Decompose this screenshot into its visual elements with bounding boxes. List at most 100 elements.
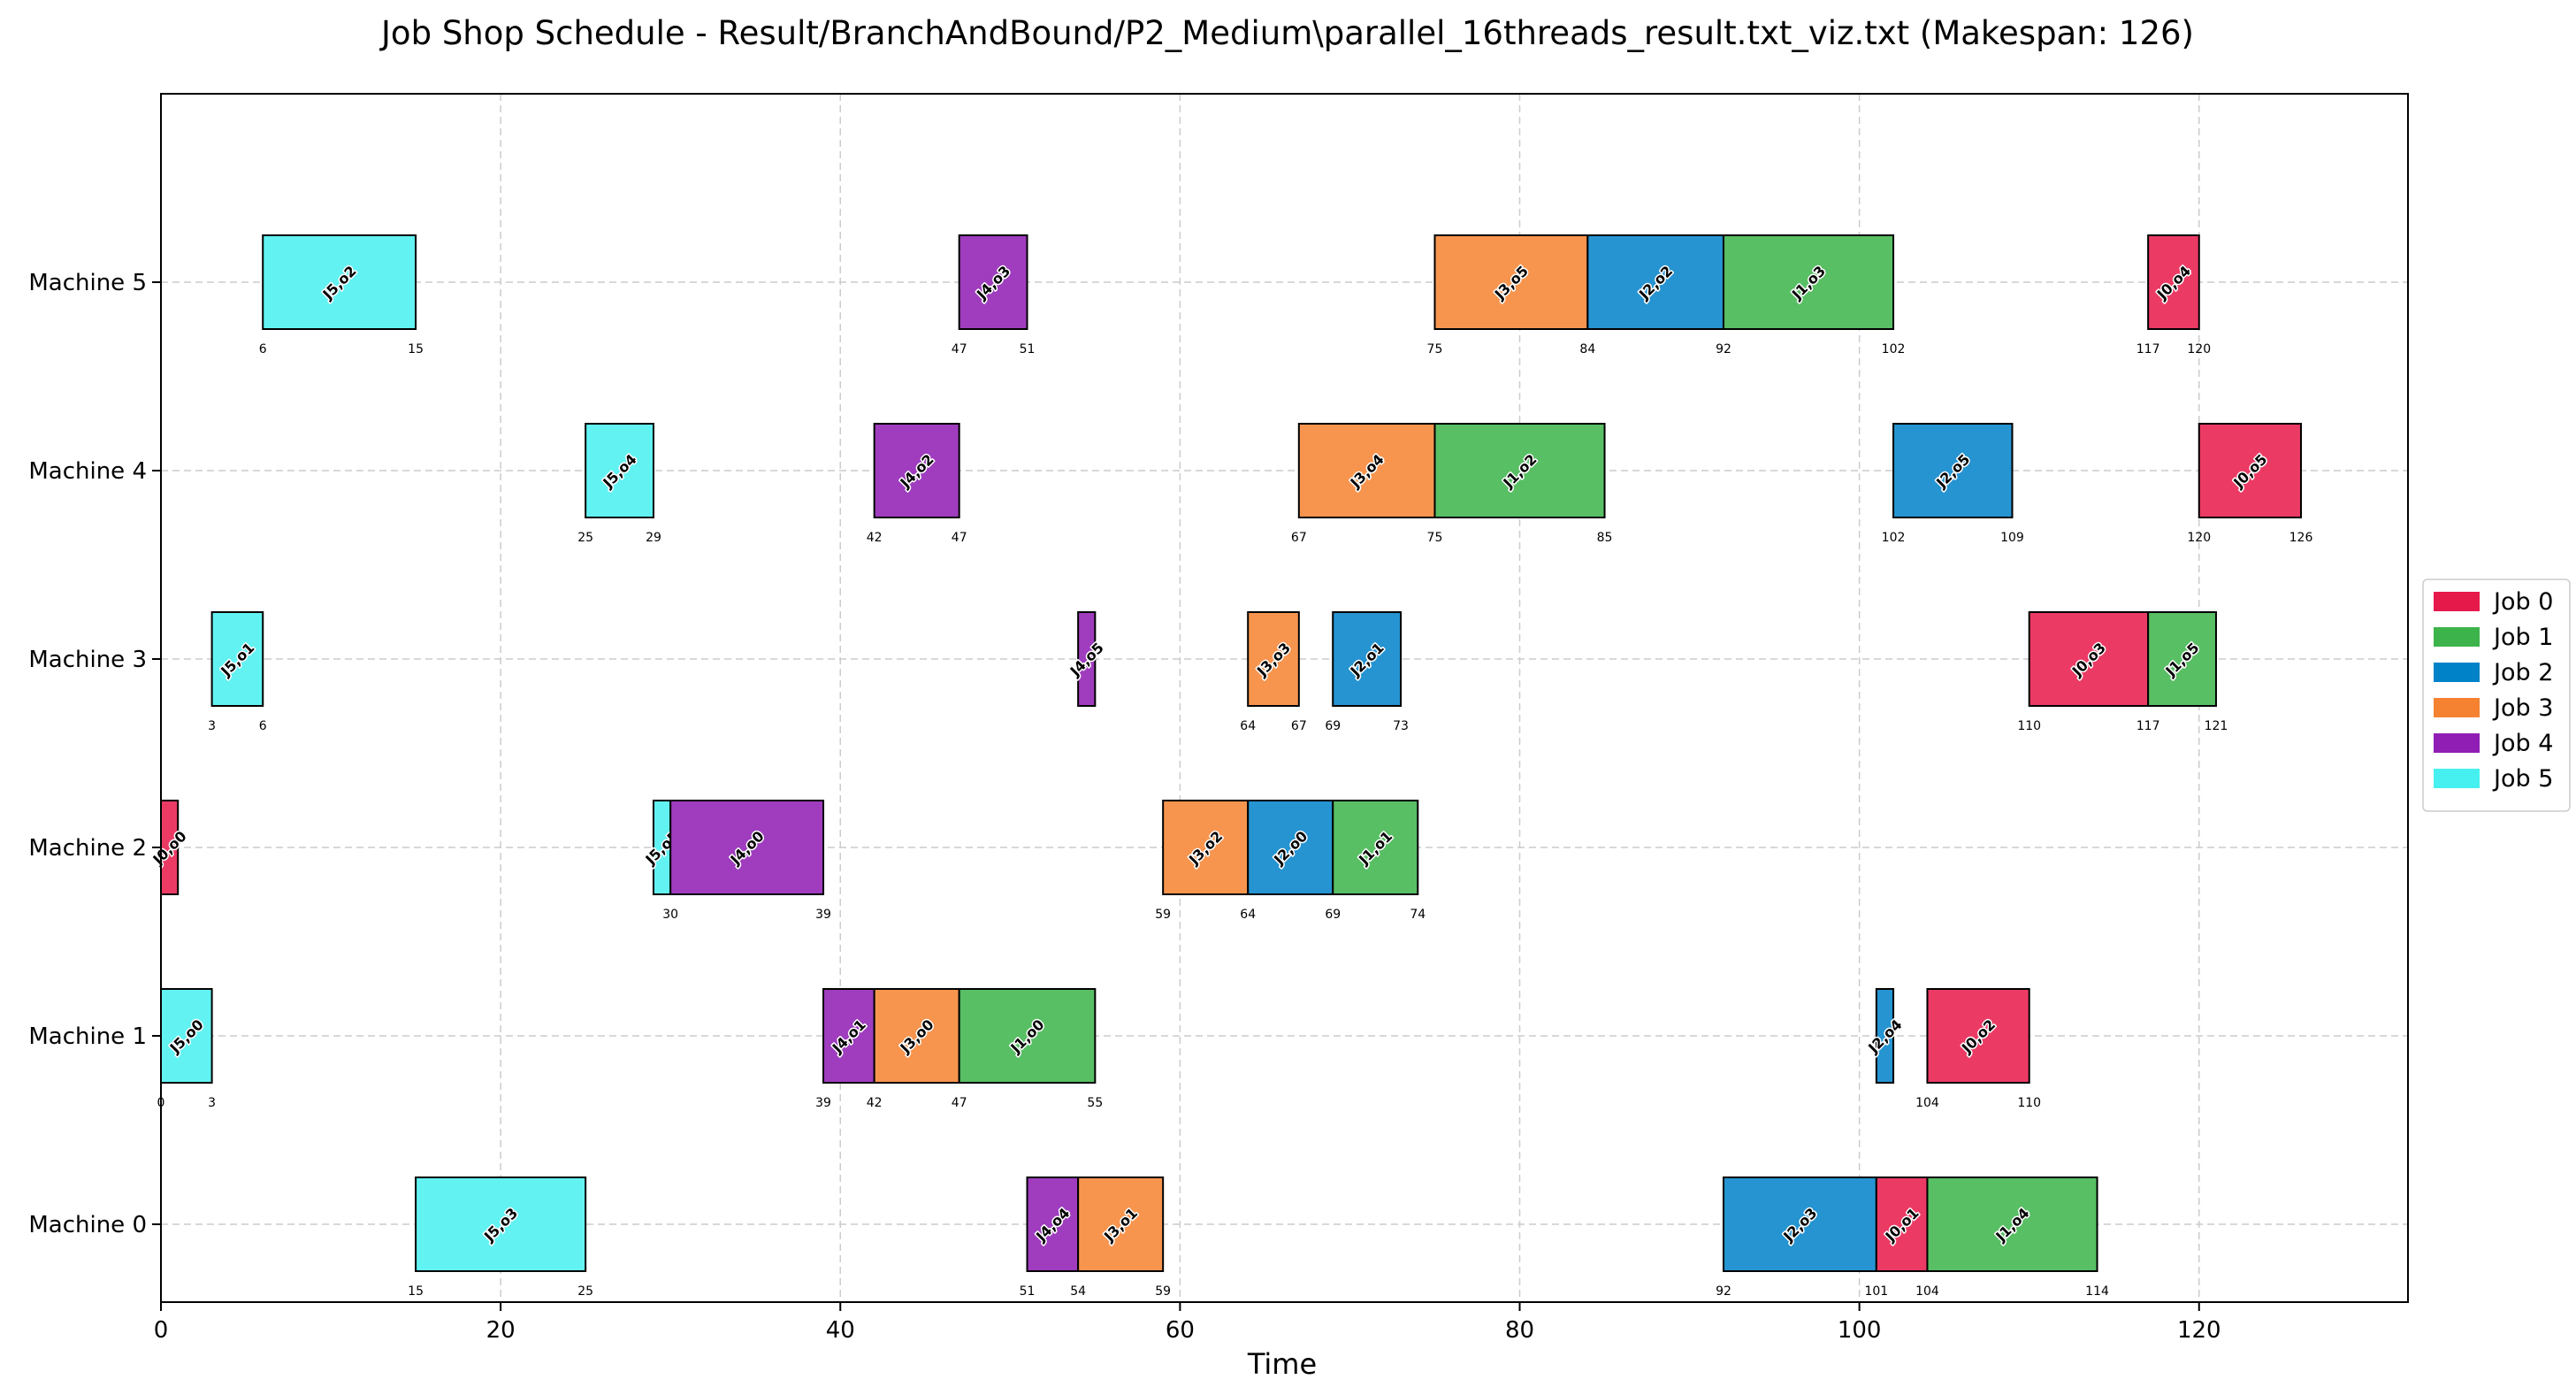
operation-bar [1433, 423, 1606, 518]
operation-bar [1926, 988, 2030, 1084]
time-label: 109 [2000, 531, 2024, 545]
time-label: 15 [408, 342, 424, 356]
time-label: 75 [1427, 342, 1443, 356]
operation-bar [958, 234, 1028, 330]
x-tick-label: 80 [1505, 1317, 1534, 1344]
time-label: 126 [2289, 531, 2313, 545]
legend-entry: Job 3 [2492, 694, 2553, 722]
operation-bar [873, 988, 960, 1084]
time-label: 104 [1915, 1284, 1939, 1299]
time-label: 51 [1020, 1284, 1036, 1299]
time-label: 121 [2205, 719, 2228, 733]
operation-bar [822, 988, 875, 1084]
time-label: 75 [1427, 531, 1443, 545]
time-label: 73 [1393, 719, 1409, 733]
legend-entry: Job 5 [2492, 765, 2553, 793]
x-axis-title: Time [1247, 1347, 1317, 1381]
time-label: 59 [1155, 908, 1171, 922]
time-label: 85 [1597, 531, 1613, 545]
time-label: 51 [1020, 342, 1036, 356]
time-label: 110 [2017, 1096, 2041, 1110]
operation-bar [1332, 800, 1419, 895]
time-label: 55 [1087, 1096, 1103, 1110]
operation-bar [415, 1177, 587, 1272]
x-tick-label: 120 [2177, 1317, 2221, 1344]
y-tick-label: Machine 0 [28, 1212, 147, 1238]
legend-entry: Job 1 [2492, 624, 2553, 651]
operation-bar [2147, 234, 2200, 330]
operation-bar [1875, 988, 1895, 1084]
time-label: 101 [1864, 1284, 1888, 1299]
legend: Job 0 Job 1 Job 2 Job 3 Job 4 Job 5 [2422, 579, 2571, 812]
time-label: 67 [1291, 531, 1307, 545]
legend-entry: Job 4 [2492, 730, 2553, 757]
time-label: 29 [646, 531, 661, 545]
operation-bar [1332, 611, 1403, 707]
time-label: 30 [662, 908, 678, 922]
operation-bar [1722, 234, 1895, 330]
operation-bar [958, 988, 1097, 1084]
operation-bar [262, 234, 417, 330]
operation-bar [160, 988, 213, 1084]
legend-swatch [2434, 769, 2480, 788]
time-label: 64 [1240, 908, 1256, 922]
time-label: 102 [1882, 531, 1906, 545]
legend-swatch [2434, 627, 2480, 647]
time-label: 42 [867, 531, 883, 545]
operation-bar [1162, 800, 1250, 895]
operation-bar [2028, 611, 2150, 707]
time-label: 6 [259, 719, 267, 733]
time-label: 47 [952, 1096, 967, 1110]
operation-bar [1586, 234, 1724, 330]
time-label: 69 [1325, 908, 1341, 922]
time-label: 69 [1325, 719, 1341, 733]
time-label: 117 [2136, 719, 2160, 733]
time-label: 104 [1915, 1096, 1939, 1110]
y-tick-label: Machine 3 [28, 647, 147, 673]
legend-entry: Job 2 [2492, 659, 2553, 686]
operation-bar [1433, 234, 1589, 330]
time-label: 110 [2017, 719, 2041, 733]
y-tick-label: Machine 2 [28, 835, 147, 862]
time-label: 67 [1291, 719, 1307, 733]
time-label: 39 [815, 908, 831, 922]
operation-bar [873, 423, 960, 518]
time-label: 25 [577, 1284, 593, 1299]
time-label: 3 [208, 1096, 216, 1110]
legend-swatch [2434, 698, 2480, 717]
time-label: 102 [1882, 342, 1906, 356]
operation-bar [210, 611, 264, 707]
time-label: 92 [1716, 342, 1731, 356]
operation-bar [1297, 423, 1436, 518]
y-tick-label: Machine 5 [28, 270, 147, 296]
time-label: 3 [208, 719, 216, 733]
operation-bar [1875, 1177, 1929, 1272]
time-label: 47 [952, 531, 967, 545]
x-tick-label: 60 [1166, 1317, 1195, 1344]
operation-bar [1247, 611, 1300, 707]
time-label: 15 [408, 1284, 424, 1299]
time-label: 39 [815, 1096, 831, 1110]
operation-bar [1926, 1177, 2098, 1272]
plot-area-frame [160, 93, 2409, 1303]
legend-swatch [2434, 733, 2480, 753]
y-axis: Machine 0 Machine 1 Machine 2 Machine 3 Mach… [28, 270, 161, 1238]
time-label: 25 [577, 531, 593, 545]
operation-bar [2147, 611, 2217, 707]
x-tick-label: 20 [486, 1317, 516, 1344]
time-label: 117 [2136, 342, 2160, 356]
operation-bar [1892, 423, 2014, 518]
operation-bar [1077, 611, 1097, 707]
time-label: 92 [1716, 1284, 1731, 1299]
legend-entry: Job 0 [2492, 588, 2553, 616]
chart-title: Job Shop Schedule - Result/BranchAndBoun… [379, 14, 2194, 52]
x-tick-label: 40 [826, 1317, 855, 1344]
legend-swatch [2434, 663, 2480, 682]
time-label: 42 [867, 1096, 883, 1110]
y-tick-label: Machine 4 [28, 458, 147, 485]
time-label: 54 [1070, 1284, 1086, 1299]
time-label: 114 [2085, 1284, 2109, 1299]
